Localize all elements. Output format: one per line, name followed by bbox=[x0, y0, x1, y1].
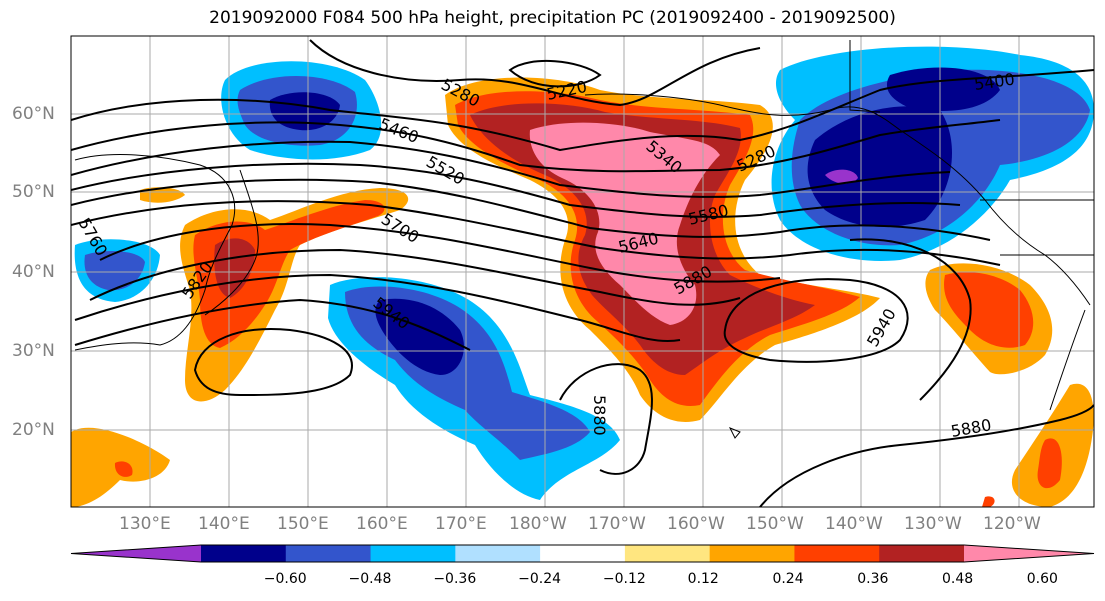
lon-label: 140°E bbox=[198, 514, 250, 534]
colorbar-outline bbox=[70, 544, 1095, 563]
lon-label: 160°W bbox=[667, 514, 725, 534]
lon-label: 170°W bbox=[588, 514, 646, 534]
colorbar-tick-label: 0.60 bbox=[1026, 571, 1058, 587]
negative-anomaly-west-pacific bbox=[221, 61, 382, 160]
colorbar-segment bbox=[370, 545, 456, 562]
lon-label: 130°E bbox=[119, 514, 171, 534]
colorbar-segment bbox=[709, 545, 795, 562]
lat-label-40n: 40°N bbox=[12, 262, 55, 282]
map-frame bbox=[70, 35, 1095, 508]
lon-label: 140°W bbox=[825, 514, 883, 534]
lon-label: 160°E bbox=[356, 514, 408, 534]
graticule bbox=[71, 36, 1094, 507]
colorbar-segment bbox=[540, 545, 626, 562]
colorbar-extend-max bbox=[964, 545, 1094, 562]
colorbar-segment bbox=[455, 545, 541, 562]
colorbar-segment bbox=[285, 545, 372, 562]
colorbar-tick-label: 0.24 bbox=[772, 571, 804, 587]
colorbar-tick-label: 0.48 bbox=[942, 571, 974, 587]
positive-anomaly-philippine-sea bbox=[71, 427, 170, 507]
colorbar-tick-label: −0.48 bbox=[348, 571, 392, 587]
lat-label-20n: 20°N bbox=[12, 420, 55, 440]
negative-anomaly-japan-sea bbox=[74, 239, 160, 302]
lat-label-30n: 30°N bbox=[12, 341, 55, 361]
positive-anomaly-japan bbox=[140, 187, 409, 402]
height-contours bbox=[71, 39, 1094, 507]
lat-label-60n: 60°N bbox=[12, 104, 55, 124]
colorbar-tick-label: 0.12 bbox=[687, 571, 719, 587]
colorbar-tick-label: −0.12 bbox=[602, 571, 646, 587]
colorbar-tick-label: −0.36 bbox=[433, 571, 477, 587]
lon-label: 150°W bbox=[746, 514, 804, 534]
colorbar-tick-label: −0.24 bbox=[518, 571, 562, 587]
colorbar-tick-label: 0.36 bbox=[857, 571, 889, 587]
colorbar-segment bbox=[201, 545, 287, 562]
colorbar-segment bbox=[879, 545, 965, 562]
colorbar-segment bbox=[624, 545, 711, 562]
lat-label-50n: 50°N bbox=[12, 182, 55, 202]
colorbar-extend-min bbox=[71, 545, 201, 562]
positive-anomaly-north-pacific bbox=[445, 77, 880, 422]
colorbar-tick-label: −0.60 bbox=[263, 571, 307, 587]
lon-label: 170°E bbox=[435, 514, 487, 534]
map-title: 2019092000 F084 500 hPa height, precipit… bbox=[209, 8, 896, 28]
lon-label: 150°E bbox=[277, 514, 329, 534]
colorbar-segment bbox=[794, 545, 880, 562]
lon-label: 120°W bbox=[983, 514, 1041, 534]
lon-label: 180°W bbox=[509, 514, 567, 534]
lon-label: 130°W bbox=[904, 514, 962, 534]
colorbar-segments bbox=[70, 544, 1095, 563]
contour-label: 5880 bbox=[590, 395, 609, 436]
coastlines bbox=[74, 40, 1094, 439]
